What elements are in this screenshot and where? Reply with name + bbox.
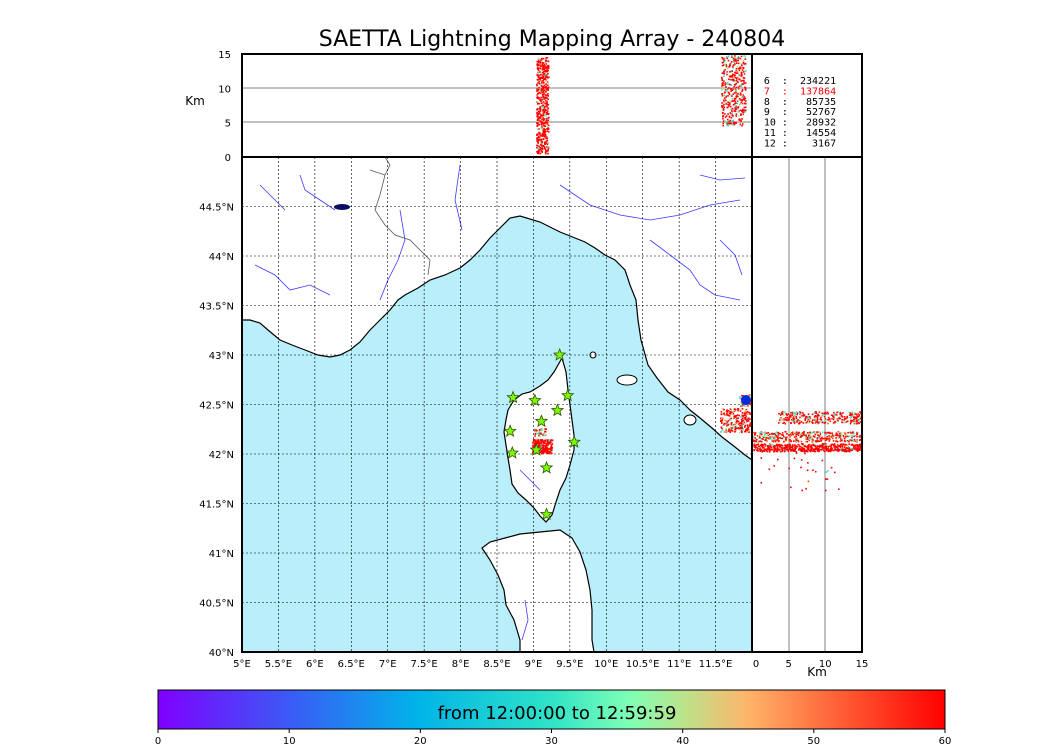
- station-star-marker: [529, 442, 544, 456]
- lon-tick-label: 11.5°E: [699, 659, 733, 670]
- station-star-marker: [505, 445, 520, 459]
- lat-tick-label: 44.5°N: [199, 203, 234, 214]
- lon-tick-label: 8.5°E: [483, 659, 510, 670]
- station-star-marker: [550, 403, 565, 417]
- political-borders: [369, 157, 431, 276]
- altitude-column-corsica: [536, 57, 550, 155]
- side-band-upper: [778, 411, 862, 425]
- colorbar-ticks: 0 10 20 30 40 50 60: [155, 729, 952, 747]
- side-panel-bg: [752, 157, 862, 652]
- elba-island: [616, 374, 638, 386]
- station-star-marker: [506, 390, 520, 404]
- station-count-row: 11 : 14554: [764, 128, 836, 139]
- lon-tick-label: 5°E: [233, 659, 251, 670]
- colorbar: from 12:00:00 to 12:59:59 0 10 20 30 40 50 60: [155, 689, 952, 747]
- altitude-tick-label: 15: [218, 50, 231, 61]
- giglio-island: [683, 414, 697, 426]
- lat-tick-label: 42°N: [209, 450, 234, 461]
- altitude-panel-bg: [242, 54, 752, 157]
- lon-tick-label: 5.5°E: [265, 659, 292, 670]
- station-star-marker: [534, 414, 549, 428]
- side-frame: [751, 156, 863, 653]
- map-panel: 5°E 5.5°E 6°E 6.5°E 7°E 7.5°E 8°E 8.5°E 9°E 9.5°E…: [199, 156, 753, 670]
- lat-tick-label: 42.5°N: [199, 401, 234, 412]
- lightning-cluster-corsica-north: [534, 428, 547, 438]
- altitude-column-tuscany: [721, 55, 747, 127]
- lma-stations: [503, 347, 581, 521]
- lat-tick-label: 41.5°N: [199, 500, 234, 511]
- side-band-middle: [752, 431, 862, 443]
- station-star-marker: [503, 424, 517, 437]
- station-star-marker: [552, 347, 567, 361]
- side-axis-label: Km: [807, 665, 827, 679]
- map-gridlines: [242, 157, 752, 652]
- lon-tick-label: 7°E: [379, 659, 397, 670]
- station-star-marker: [539, 507, 554, 521]
- lightning-cluster-tuscany: [720, 408, 752, 434]
- altitude-tick-label: 5: [225, 119, 231, 130]
- lon-tick-label: 10°E: [594, 659, 618, 670]
- sardinia-island: [481, 529, 595, 652]
- colorbar-tick-label: 50: [807, 736, 820, 747]
- lightning-sources-altitude: [536, 55, 747, 155]
- station-count-row: 8 : 85735: [764, 97, 836, 108]
- lon-tick-label: 10.5°E: [626, 659, 660, 670]
- lat-tick-label: 44°N: [209, 252, 234, 263]
- side-tick-label: 15: [856, 659, 869, 670]
- rivers: [254, 164, 746, 641]
- station-count-row: 6 : 234221: [764, 76, 836, 87]
- colorbar-tick-label: 60: [939, 736, 952, 747]
- altitude-tick-label: 10: [218, 84, 231, 95]
- lon-tick-label: 6°E: [306, 659, 324, 670]
- station-count-row: 10 : 28932: [764, 118, 836, 129]
- altitude-axis-label: Km: [185, 94, 205, 108]
- lon-tick-label: 11°E: [667, 659, 691, 670]
- station-count-row: 12 : 3167: [764, 138, 836, 149]
- station-count-row: 7 : 137864: [764, 86, 836, 97]
- longitude-ticks: 5°E 5.5°E 6°E 6.5°E 7°E 7.5°E 8°E 8.5°E 9°E 9.5°E…: [233, 659, 732, 670]
- colorbar-tick-label: 20: [414, 736, 427, 747]
- colorbar-tick-label: 30: [545, 736, 558, 747]
- colorbar-tick-label: 10: [283, 736, 296, 747]
- lake: [334, 204, 350, 210]
- lat-tick-label: 40.5°N: [199, 599, 234, 610]
- station-count-row: 9 : 52767: [764, 107, 836, 118]
- chart-title: SAETTA Lightning Mapping Array - 240804: [319, 27, 786, 52]
- lat-tick-label: 40°N: [209, 648, 234, 659]
- lon-tick-label: 9°E: [525, 659, 543, 670]
- side-scatter: [760, 450, 840, 492]
- side-tick-label: 5: [786, 659, 792, 670]
- lat-tick-label: 43.5°N: [199, 302, 234, 313]
- lon-tick-label: 6.5°E: [338, 659, 365, 670]
- station-star-marker: [567, 435, 581, 448]
- station-star-marker: [528, 393, 542, 407]
- side-tick-label: 0: [753, 659, 759, 670]
- side-ticks: 0 5 10 15: [753, 659, 869, 670]
- latitude-ticks: 40°N 40.5°N 41°N 41.5°N 42°N 42.5°N 43°N 43.5°N…: [199, 203, 234, 660]
- station-star-marker: [539, 460, 554, 474]
- altitude-ticks: 0 5 10 15: [218, 50, 231, 164]
- lon-tick-label: 9.5°E: [556, 659, 583, 670]
- colorbar-time-label: from 12:00:00 to 12:59:59: [438, 703, 677, 724]
- colorbar-tick-label: 0: [155, 736, 161, 747]
- colorbar-tick-label: 40: [676, 736, 689, 747]
- colorbar-gradient: [157, 689, 946, 730]
- lat-tick-label: 41°N: [209, 549, 234, 560]
- side-band-lower: [753, 443, 862, 453]
- blue-source-blob: [741, 395, 751, 405]
- station-star-marker: [560, 388, 575, 402]
- lightning-sources-side: [752, 411, 862, 492]
- lon-tick-label: 7.5°E: [411, 659, 438, 670]
- lon-tick-label: 8°E: [452, 659, 470, 670]
- altitude-tick-label: 0: [225, 153, 231, 164]
- side-panel: 0 5 10 15 Km: [751, 156, 869, 679]
- side-tick-label: 10: [819, 659, 832, 670]
- altitude-panel: 0 5 10 15 Km: [185, 50, 753, 164]
- mainland-landmass: [242, 157, 752, 461]
- lat-tick-label: 43°N: [209, 351, 234, 362]
